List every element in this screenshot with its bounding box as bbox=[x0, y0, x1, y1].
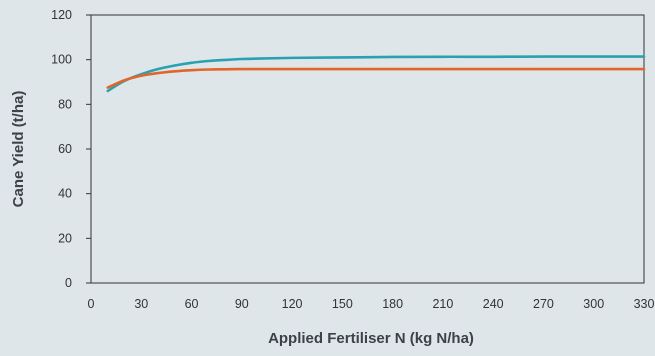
x-tick-label: 30 bbox=[134, 297, 148, 311]
x-tick-label: 120 bbox=[282, 297, 303, 311]
y-tick-label: 20 bbox=[58, 231, 72, 245]
y-tick-label: 40 bbox=[58, 187, 72, 201]
x-tick-label: 0 bbox=[88, 297, 95, 311]
x-tick-label: 90 bbox=[235, 297, 249, 311]
y-axis-title: Cane Yield (t/ha) bbox=[10, 91, 27, 208]
series-line-1 bbox=[106, 55, 646, 93]
y-axis-ticks: 0 20 40 60 80 100 120 bbox=[51, 8, 91, 290]
x-axis-title: Applied Fertiliser N (kg N/ha) bbox=[268, 330, 474, 347]
x-tick-label: 270 bbox=[533, 297, 554, 311]
y-tick-label: 100 bbox=[51, 53, 72, 67]
x-tick-label: 180 bbox=[382, 297, 403, 311]
x-axis-ticks: 0 30 60 90 120 150 180 210 240 270 300 330 bbox=[88, 297, 655, 311]
x-tick-label: 240 bbox=[483, 297, 504, 311]
x-tick-label: 210 bbox=[432, 297, 453, 311]
y-tick-label: 0 bbox=[65, 276, 72, 290]
x-tick-label: 60 bbox=[185, 297, 199, 311]
series-line-2 bbox=[106, 67, 646, 89]
plot-area bbox=[90, 14, 645, 284]
y-tick-label: 120 bbox=[51, 8, 72, 22]
x-tick-label: 300 bbox=[583, 297, 604, 311]
series-layer bbox=[106, 55, 646, 93]
y-tick-label: 60 bbox=[58, 142, 72, 156]
y-tick-label: 80 bbox=[58, 97, 72, 111]
x-tick-label: 150 bbox=[332, 297, 353, 311]
x-tick-label: 330 bbox=[634, 297, 655, 311]
